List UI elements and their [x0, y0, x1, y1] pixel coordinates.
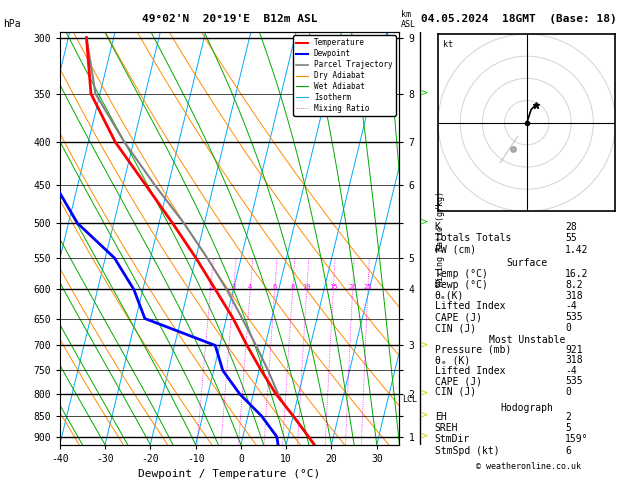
Text: Mixing Ratio (g/kg): Mixing Ratio (g/kg) — [436, 191, 445, 286]
Text: 0: 0 — [565, 323, 571, 333]
Text: 3: 3 — [231, 283, 236, 290]
Text: -4: -4 — [565, 366, 577, 376]
Text: θₑ(K): θₑ(K) — [435, 291, 464, 300]
Text: SREH: SREH — [435, 423, 458, 434]
Text: EH: EH — [435, 412, 447, 422]
Text: 20: 20 — [348, 283, 357, 290]
Text: km
ASL: km ASL — [401, 10, 416, 29]
Text: 25: 25 — [364, 283, 372, 290]
Text: -4: -4 — [565, 301, 577, 312]
Text: LCL: LCL — [402, 395, 416, 404]
Text: 4: 4 — [248, 283, 252, 290]
Text: © weatheronline.co.uk: © weatheronline.co.uk — [476, 462, 581, 471]
Text: 318: 318 — [565, 355, 583, 365]
Text: CAPE (J): CAPE (J) — [435, 376, 482, 386]
Text: Lifted Index: Lifted Index — [435, 301, 505, 312]
Text: 16.2: 16.2 — [565, 269, 589, 278]
Text: Totals Totals: Totals Totals — [435, 233, 511, 243]
Text: Dewp (°C): Dewp (°C) — [435, 279, 487, 290]
Text: >: > — [421, 432, 427, 442]
Text: hPa: hPa — [3, 19, 21, 29]
X-axis label: Dewpoint / Temperature (°C): Dewpoint / Temperature (°C) — [138, 469, 321, 479]
Text: >: > — [421, 88, 427, 99]
Text: 8.2: 8.2 — [565, 279, 583, 290]
Text: 2: 2 — [208, 283, 213, 290]
Text: Surface: Surface — [506, 258, 547, 268]
Text: Most Unstable: Most Unstable — [489, 335, 565, 345]
Text: 535: 535 — [565, 312, 583, 322]
Text: 28: 28 — [565, 222, 577, 232]
Text: 5: 5 — [565, 423, 571, 434]
Text: >: > — [421, 411, 427, 421]
Text: 318: 318 — [565, 291, 583, 300]
Text: 15: 15 — [329, 283, 338, 290]
Text: 921: 921 — [565, 345, 583, 355]
Legend: Temperature, Dewpoint, Parcel Trajectory, Dry Adiabat, Wet Adiabat, Isotherm, Mi: Temperature, Dewpoint, Parcel Trajectory… — [293, 35, 396, 116]
Text: K: K — [435, 222, 440, 232]
Text: Hodograph: Hodograph — [500, 402, 554, 413]
Text: kt: kt — [443, 40, 452, 49]
Text: 8: 8 — [291, 283, 295, 290]
Text: PW (cm): PW (cm) — [435, 245, 476, 255]
Text: 535: 535 — [565, 376, 583, 386]
Text: 04.05.2024  18GMT  (Base: 18): 04.05.2024 18GMT (Base: 18) — [421, 14, 617, 24]
Text: θₑ (K): θₑ (K) — [435, 355, 470, 365]
Text: CIN (J): CIN (J) — [435, 323, 476, 333]
Text: Temp (°C): Temp (°C) — [435, 269, 487, 278]
Text: CAPE (J): CAPE (J) — [435, 312, 482, 322]
Text: 10: 10 — [303, 283, 311, 290]
Text: 1.42: 1.42 — [565, 245, 589, 255]
Text: >: > — [421, 340, 427, 350]
Text: Lifted Index: Lifted Index — [435, 366, 505, 376]
Text: 6: 6 — [565, 446, 571, 456]
Text: >: > — [421, 389, 427, 399]
Text: 55: 55 — [565, 233, 577, 243]
Text: StmSpd (kt): StmSpd (kt) — [435, 446, 499, 456]
Text: >: > — [421, 218, 427, 228]
Text: Pressure (mb): Pressure (mb) — [435, 345, 511, 355]
Text: 49°02'N  20°19'E  B12m ASL: 49°02'N 20°19'E B12m ASL — [142, 14, 318, 24]
Text: StmDir: StmDir — [435, 434, 470, 445]
Text: CIN (J): CIN (J) — [435, 387, 476, 397]
Text: 0: 0 — [565, 387, 571, 397]
Text: 159°: 159° — [565, 434, 589, 445]
Text: 6: 6 — [272, 283, 277, 290]
Text: 2: 2 — [565, 412, 571, 422]
